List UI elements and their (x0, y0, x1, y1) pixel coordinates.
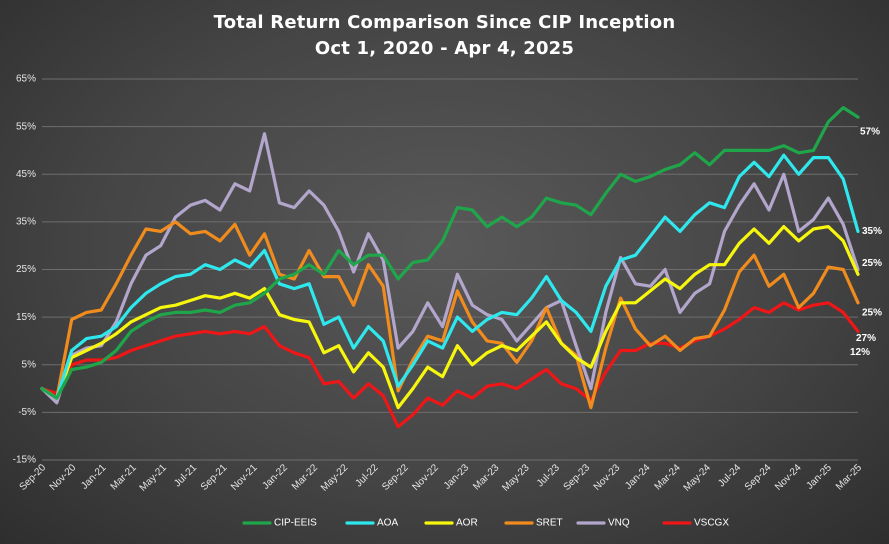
legend: CIP-EEIS AOA AOR SRET VNQ VSCGX (242, 518, 729, 529)
x-tick-label: Nov-24 (773, 462, 804, 493)
series-layer (40, 105, 860, 429)
legend-label: VNQ (608, 518, 630, 529)
y-tick-label: 65% (16, 74, 36, 85)
x-tick-label: Jan-25 (804, 462, 834, 492)
series-line-vscgx (40, 301, 860, 429)
series-line-aor (40, 225, 860, 410)
y-tick-label: -5% (18, 407, 36, 418)
x-tick-label: Sep-22 (380, 462, 411, 493)
x-tick-label: Sep-24 (743, 462, 774, 493)
chart-title: Total Return Comparison Since CIP Incept… (213, 12, 676, 33)
y-tick-label: 5% (22, 359, 37, 370)
x-tick-label: May-22 (319, 462, 351, 494)
legend-label: CIP-EEIS (274, 518, 317, 529)
y-tick-label: 55% (16, 121, 36, 132)
series-line-sret (40, 220, 860, 410)
x-tick-label: Mar-23 (471, 462, 501, 492)
x-tick-label: Jul-23 (535, 462, 562, 489)
x-tick-label: May-21 (138, 462, 170, 494)
x-tick-label: Mar-22 (290, 462, 320, 492)
x-tick-label: Sep-23 (562, 462, 593, 493)
x-tick-label: May-23 (500, 462, 532, 494)
x-tick-label: Jan-22 (260, 462, 290, 492)
end-label-sret: 25% (862, 307, 882, 318)
y-tick-label: 45% (16, 169, 36, 180)
x-tick-label: Nov-21 (229, 462, 260, 493)
x-tick-label: Nov-23 (592, 462, 623, 493)
legend-label: AOR (456, 518, 478, 529)
end-labels: 57% 35% 25% 25% 12% 27% (850, 127, 882, 358)
x-tick-label: Mar-25 (834, 462, 864, 492)
y-tick-label: -15% (13, 455, 36, 466)
legend-label: VSCGX (694, 518, 729, 529)
x-tick-label: Nov-22 (410, 462, 441, 493)
y-tick-label: 35% (16, 217, 36, 228)
end-label-aoa: 35% (862, 226, 882, 237)
x-tick-label: Jan-23 (442, 462, 472, 492)
legend-label: SRET (536, 518, 563, 529)
x-tick-label: Mar-21 (109, 462, 139, 492)
x-tick-label: Mar-24 (653, 462, 683, 492)
legend-label: AOA (377, 518, 398, 529)
x-tick-label: Jul-24 (716, 462, 743, 489)
x-tick-label: Jul-21 (172, 462, 199, 489)
y-tick-label: 15% (16, 312, 36, 323)
x-tick-label: Jan-21 (79, 462, 109, 492)
chart-subtitle: Oct 1, 2020 - Apr 4, 2025 (314, 38, 575, 59)
series-line-vnq (40, 132, 860, 405)
x-tick-label: May-24 (682, 462, 714, 494)
x-tick-label: Nov-20 (48, 462, 79, 493)
series-line-aoa (40, 153, 860, 400)
x-tick-label: Jan-24 (623, 462, 653, 492)
x-tick-label: Jul-22 (354, 462, 381, 489)
y-axis: 65% 55% 45% 35% 25% 15% 5% -5% -15% (13, 74, 36, 466)
grid-layer (42, 78, 858, 461)
y-tick-label: 25% (16, 264, 36, 275)
series-line-cip-eeis (40, 105, 860, 400)
end-label-vnq: 25% (862, 258, 882, 269)
end-label-aor: 27% (856, 333, 876, 344)
x-tick-label: Sep-20 (18, 462, 49, 493)
end-label-vscgx: 12% (850, 347, 870, 358)
end-label-cip-eeis: 57% (860, 127, 880, 138)
x-tick-label: Sep-21 (199, 462, 230, 493)
